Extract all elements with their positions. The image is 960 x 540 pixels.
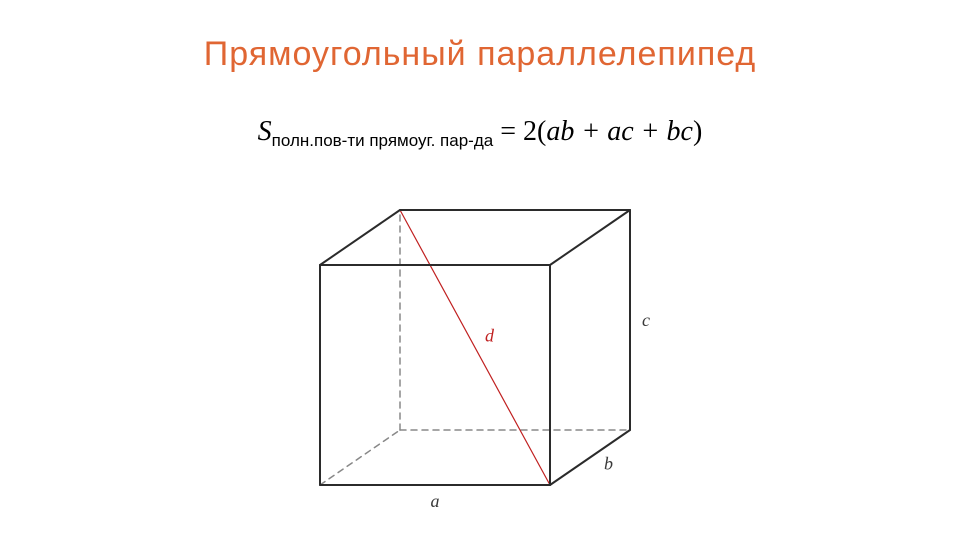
formula-close: ): [693, 116, 702, 147]
svg-text:a: a: [431, 491, 440, 511]
formula-open: 2(: [523, 116, 546, 147]
formula: Sполн.пов-ти прямоуг. пар-да = 2(ab + ac…: [0, 116, 960, 148]
formula-S: S: [258, 116, 272, 147]
slide-title: Прямоугольный параллелепипед: [0, 35, 960, 74]
svg-text:c: c: [642, 310, 650, 330]
parallelepiped-diagram: a b c d: [260, 195, 700, 525]
formula-equals: =: [493, 116, 523, 147]
svg-text:d: d: [485, 326, 495, 346]
formula-terms: ab + ac + bc: [546, 116, 693, 147]
formula-subscript: полн.пов-ти прямоуг. пар-да: [272, 131, 494, 150]
svg-text:b: b: [604, 454, 613, 474]
